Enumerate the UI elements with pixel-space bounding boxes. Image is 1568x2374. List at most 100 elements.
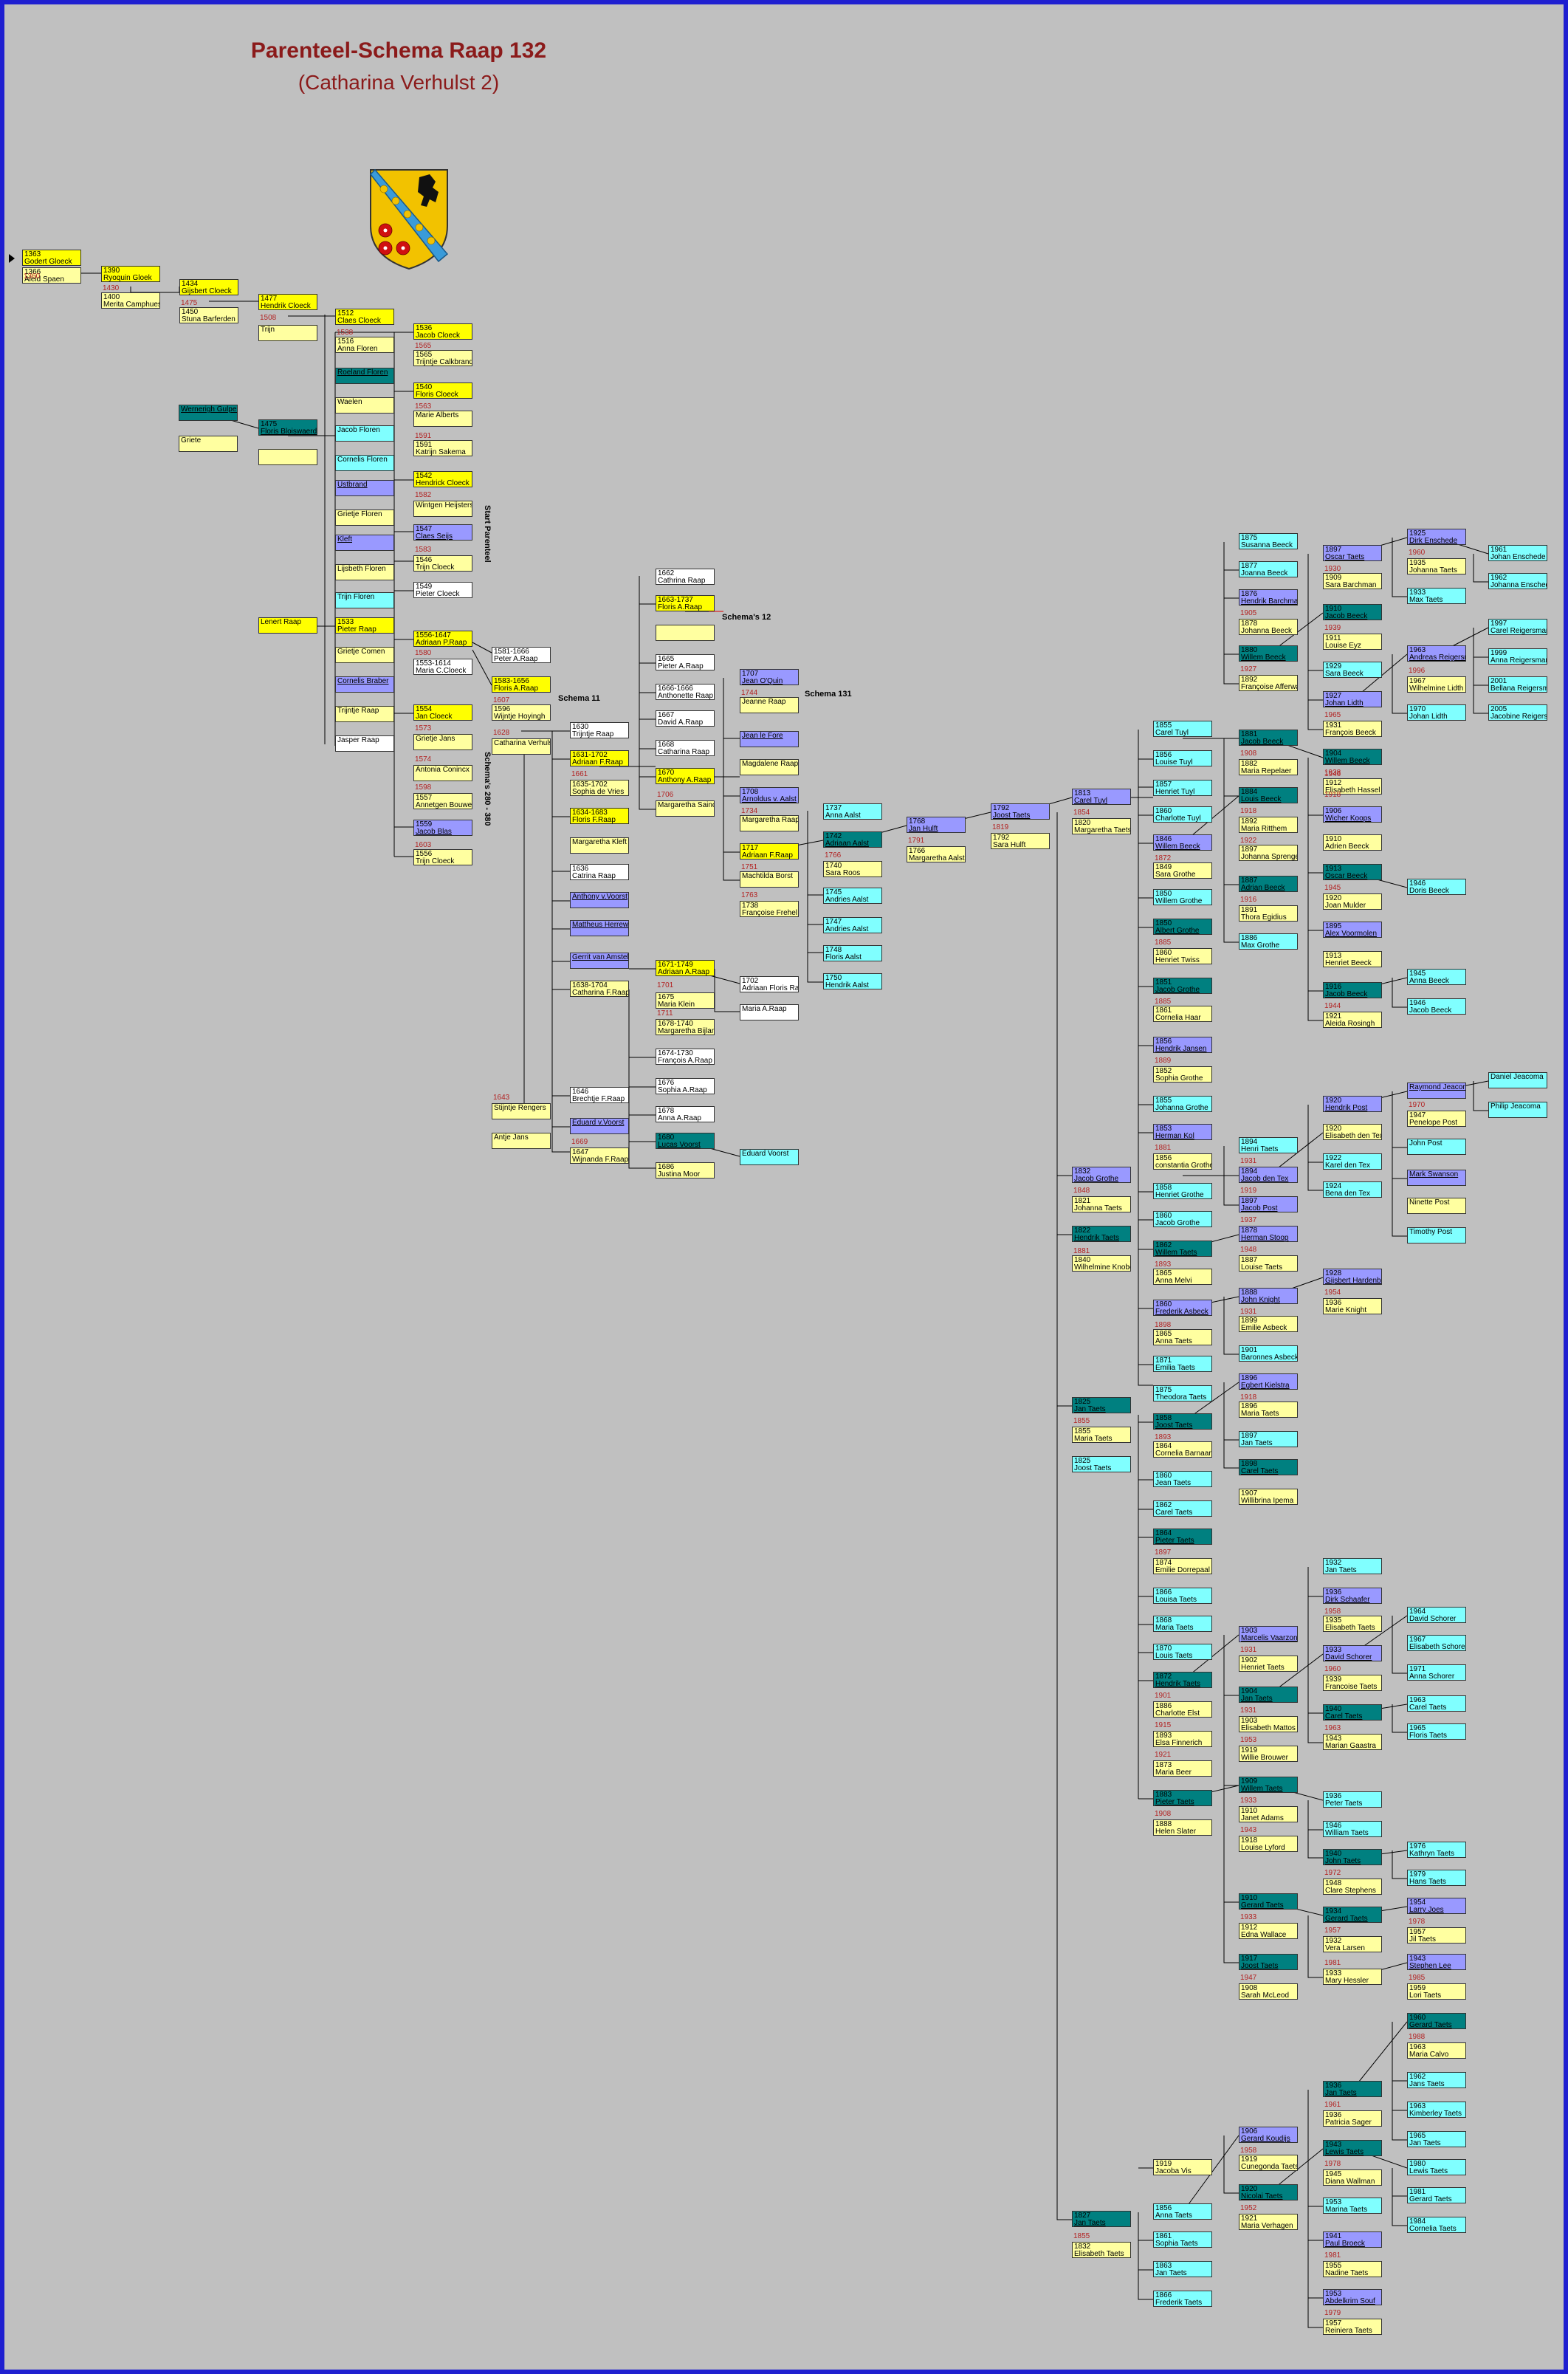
- person-box: 1631-1702 Adriaan F.Raap: [570, 750, 629, 766]
- person-birth-date: 1850: [1155, 919, 1172, 927]
- person-birth-date: 1680: [658, 1133, 675, 1142]
- marriage-date: 1734: [741, 807, 758, 815]
- person-box: Margaretha Kleft: [570, 837, 629, 854]
- person-name: Jacob Grothe: [1155, 986, 1200, 994]
- person-name: Joanna Beeck: [1241, 569, 1288, 577]
- person-birth-date: 1903: [1241, 1717, 1258, 1725]
- person-birth-date: 1856: [1155, 751, 1172, 759]
- person-box: 1866 Louisa Taets: [1153, 1588, 1212, 1604]
- person-name: Jan Hulft: [909, 825, 938, 833]
- person-name: Johanna Beeck: [1241, 627, 1292, 635]
- person-birth-date: 1860: [1155, 1212, 1172, 1220]
- marriage-date: 1563: [415, 402, 432, 411]
- person-box: 1870 Louis Taets: [1153, 1644, 1212, 1660]
- person-name: Grietje Comen: [337, 648, 385, 656]
- person-birth-date: 1957: [1325, 2319, 1342, 2327]
- person-name: Stuna Barferden: [182, 315, 235, 323]
- person-box: 1748 Floris Aalst: [823, 945, 882, 961]
- person-birth-date: 1897: [1241, 1197, 1258, 1205]
- person-box: 1636 Catrina Raap: [570, 864, 629, 880]
- person-birth-date: 1636: [572, 865, 589, 873]
- person-name: Elisabeth Mattos: [1241, 1724, 1296, 1732]
- person-box: 1678-1740 Margaretha Bijland: [656, 1019, 715, 1035]
- person-name: Maria Beer: [1155, 1769, 1192, 1777]
- person-box: 1853 Herman Kol: [1153, 1124, 1212, 1140]
- person-box: 1858 Joost Taets: [1153, 1413, 1212, 1430]
- person-box: Stijntje Rengers: [492, 1103, 551, 1119]
- person-box: 1676 Sophia A.Raap: [656, 1078, 715, 1094]
- person-box: 1941 Paul Broeck: [1323, 2231, 1382, 2248]
- person-name: Sophia de Vries: [572, 788, 625, 796]
- person-name: Diana Wallman: [1325, 2178, 1375, 2186]
- person-name: Jacob Cloeck: [416, 332, 461, 340]
- person-box: 1855 Carel Tuyl: [1153, 721, 1212, 737]
- person-name: Jacoba Vis: [1155, 2167, 1192, 2175]
- person-birth-date: 1862: [1155, 1241, 1172, 1249]
- person-birth-date: 1477: [261, 295, 278, 303]
- person-name: Sara Hulft: [993, 841, 1026, 849]
- person-box: Raymond Jeacoma: [1407, 1083, 1466, 1099]
- person-birth-date: 1707: [742, 670, 759, 678]
- person-box: 1979 Hans Taets: [1407, 1870, 1466, 1886]
- person-birth-date: 1862: [1155, 1501, 1172, 1509]
- person-box: 1860 Charlotte Tuyl: [1153, 806, 1212, 823]
- person-birth-date: 1547: [416, 525, 433, 533]
- person-birth-date: 1963: [1409, 2043, 1426, 2051]
- person-name: Catharina F.Raap: [572, 989, 629, 997]
- person-box: 1893 Elsa Finnerich: [1153, 1731, 1212, 1747]
- person-box: Lijsbeth Floren: [335, 564, 394, 580]
- person-box: 1678 Anna A.Raap: [656, 1106, 715, 1122]
- person-box: 1965 Jan Taets: [1407, 2131, 1466, 2147]
- person-box: 1553-1614 Maria C.Cloeck: [413, 659, 472, 675]
- person-name: Maria Verhagen: [1241, 2222, 1293, 2230]
- marriage-date: 1701: [657, 981, 674, 989]
- person-birth-date: 1984: [1409, 2217, 1426, 2226]
- person-box: 1910 Gerard Taets: [1239, 1893, 1298, 1910]
- person-box: 1533 Pieter Raap: [335, 617, 394, 634]
- person-box: Jasper Raap: [335, 735, 394, 752]
- person-name: Paul Broeck: [1325, 2240, 1365, 2248]
- marriage-date: 1889: [1155, 1057, 1172, 1065]
- marriage-date: 1988: [1409, 2033, 1426, 2041]
- person-name: Ninette Post: [1409, 1198, 1450, 1207]
- marriage-date: 1933: [1240, 1913, 1257, 1921]
- person-name: Max Grothe: [1241, 941, 1280, 950]
- person-box: 1852 Sophia Grothe: [1153, 1066, 1212, 1083]
- person-box: 1920 Elisabeth den Tex: [1323, 1124, 1382, 1140]
- person-birth-date: 1667: [658, 711, 675, 719]
- person-box: 1875 Susanna Beeck: [1239, 533, 1298, 549]
- marriage-date: 1931: [1240, 1706, 1257, 1715]
- person-birth-date: 1936: [1325, 2082, 1342, 2090]
- person-name: Philip Jeacoma: [1490, 1102, 1541, 1111]
- person-box: 1892 Maria Ritthem: [1239, 817, 1298, 833]
- person-name: Maria Taets: [1155, 1624, 1194, 1632]
- person-box: Mattheus Herrewijnen: [570, 920, 629, 936]
- person-birth-date: 1856: [1155, 1154, 1172, 1162]
- person-name: Adriaan Aalst: [825, 840, 869, 848]
- person-name: Pieter Raap: [337, 625, 376, 634]
- marriage-date: 1591: [415, 432, 432, 440]
- person-box: 1857 Henriet Tuyl: [1153, 780, 1212, 796]
- person-birth-date: 1875: [1241, 534, 1258, 542]
- person-name: John Knight: [1241, 1296, 1280, 1304]
- person-birth-date: 1674-1730: [658, 1049, 693, 1057]
- person-name: Margaretha Taets: [1074, 826, 1131, 834]
- person-box: John Post: [1407, 1139, 1466, 1155]
- person-birth-date: 1971: [1409, 1665, 1426, 1673]
- person-box: 1960 Gerard Taets: [1407, 2013, 1466, 2029]
- person-box: 1668 Catharina Raap: [656, 740, 715, 756]
- person-birth-date: 1967: [1409, 1636, 1426, 1644]
- person-box: 1904 Jan Taets: [1239, 1687, 1298, 1703]
- person-name: Françoise Frehel: [742, 909, 798, 917]
- person-name: Grietje Floren: [337, 510, 382, 518]
- person-birth-date: 1821: [1074, 1197, 1091, 1205]
- person-name: Adriaan F.Raap: [742, 851, 793, 860]
- person-birth-date: 1813: [1074, 789, 1091, 797]
- person-box: 1963 Kimberley Taets: [1407, 2102, 1466, 2118]
- person-birth-date: 2001: [1490, 677, 1507, 685]
- marriage-date: 1711: [657, 1009, 673, 1018]
- person-birth-date: 1954: [1409, 1898, 1426, 1907]
- person-name: Johanna Grothe: [1155, 1104, 1208, 1112]
- person-birth-date: 1936: [1325, 1792, 1342, 1800]
- person-name: François A.Raap: [658, 1057, 712, 1065]
